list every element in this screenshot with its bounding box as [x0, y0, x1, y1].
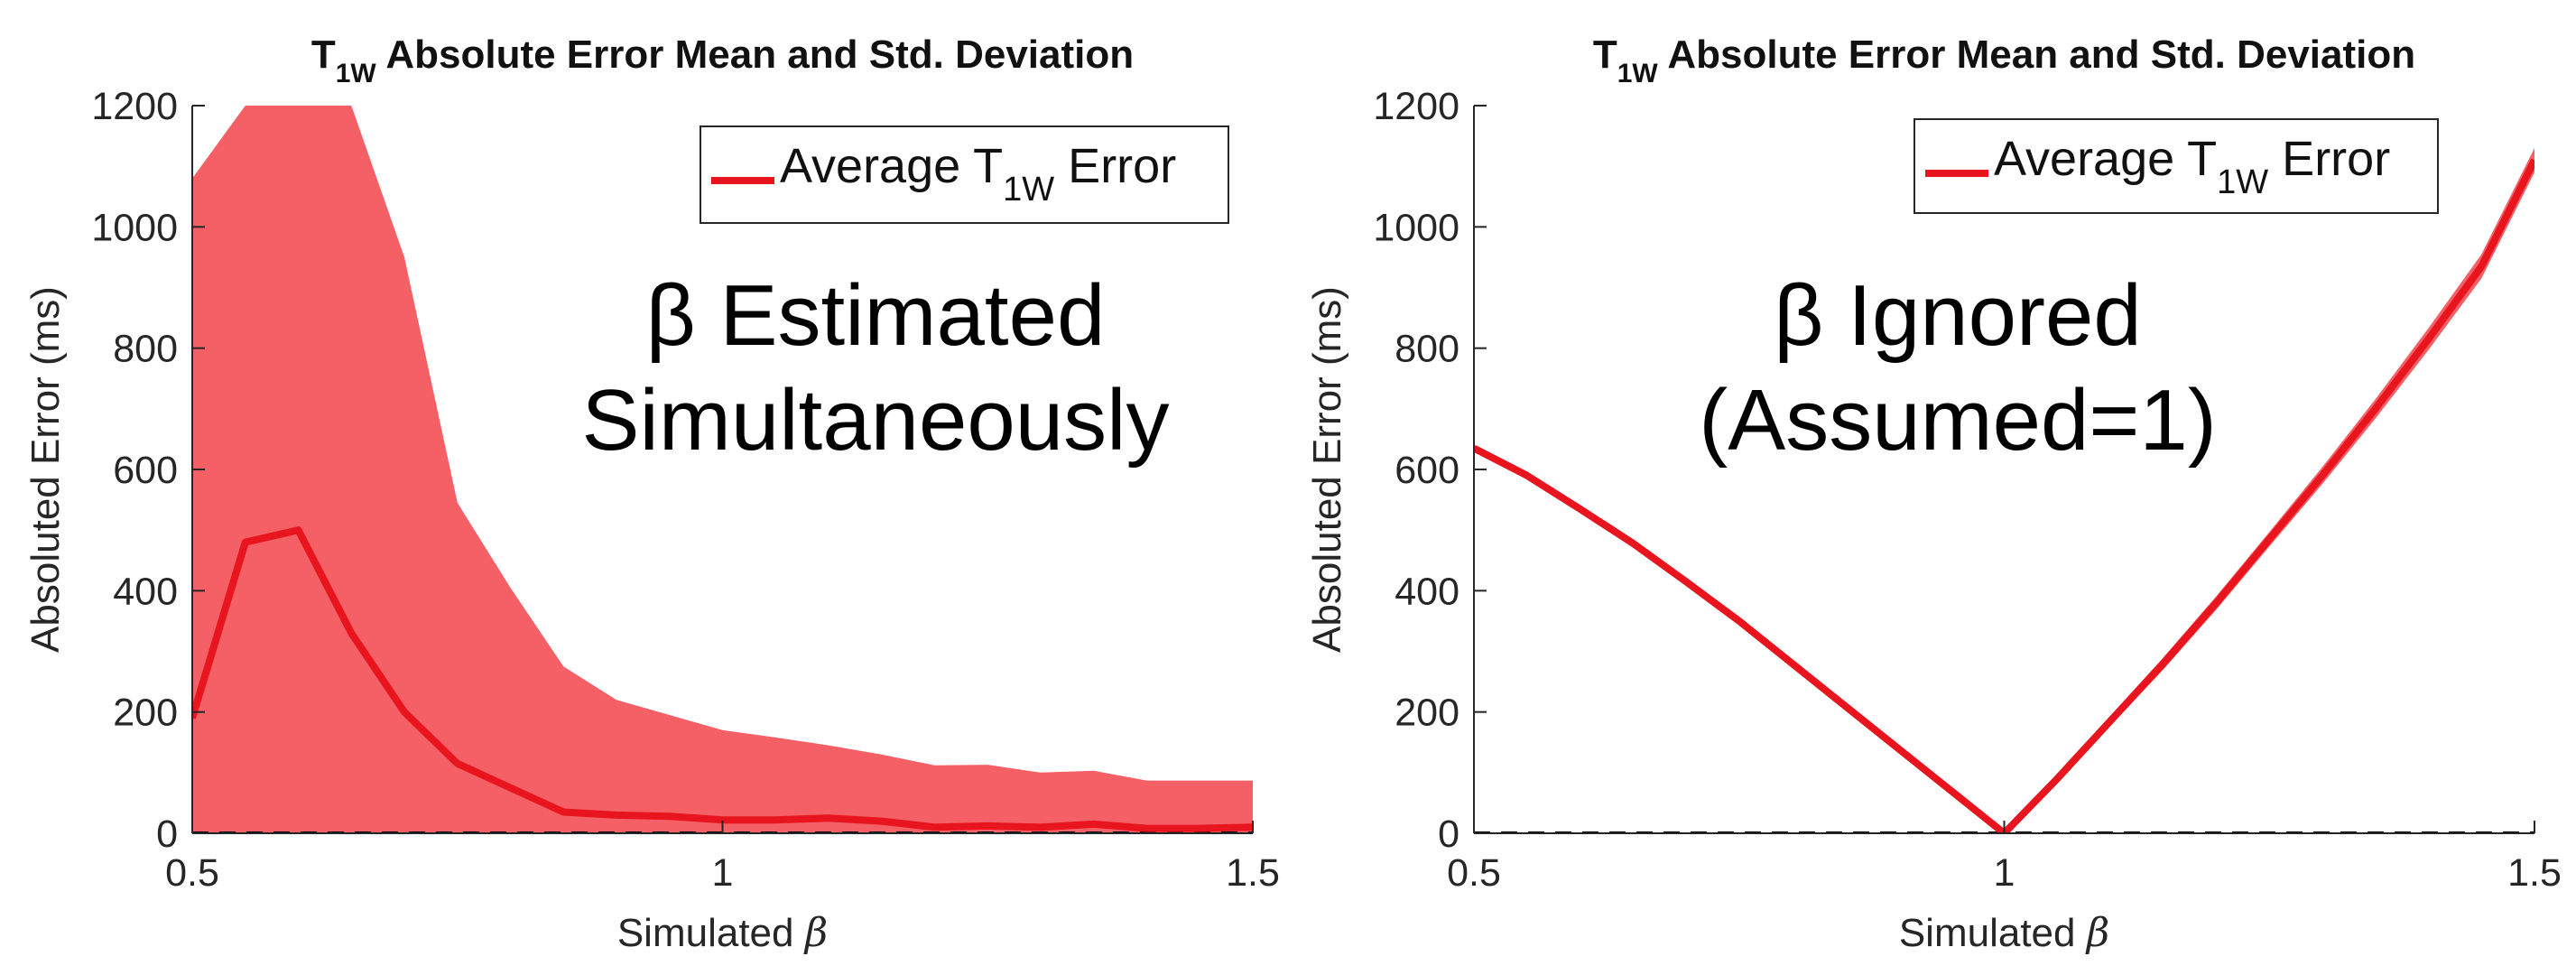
mean-error-line [1474, 158, 2534, 833]
y-tick-label: 1000 [1373, 206, 1459, 249]
y-tick-label: 1200 [91, 85, 178, 128]
y-axis-label: Absoluted Error (ms) [23, 286, 68, 653]
legend-box [700, 125, 1229, 224]
y-tick-label: 800 [113, 328, 178, 371]
annotation-line-1: β Ignored [1774, 267, 2141, 364]
legend: Average T1W Error [700, 125, 1229, 224]
x-axis-label: Simulated β [617, 910, 828, 956]
chart-2: 0 200 400 600 800 1000 1200 0.5 1 1.5 T1W Absolute… [1305, 32, 2562, 956]
y-tick-label: 0 [156, 812, 178, 856]
y-axis-label: Absoluted Error (ms) [1305, 286, 1349, 653]
annotation-line-1: β Estimated [646, 267, 1106, 364]
chart-title: T1W Absolute Error Mean and Std. Deviati… [311, 32, 1134, 88]
x-tick-label: 1.5 [1226, 851, 1280, 895]
y-tick-label: 200 [1395, 692, 1459, 735]
y-tick-label: 1000 [91, 206, 178, 249]
chart-title: T1W Absolute Error Mean and Std. Deviati… [1593, 32, 2415, 88]
legend: Average T1W Error [1913, 118, 2439, 214]
x-tick-label: 1 [712, 851, 734, 895]
legend-box [1913, 118, 2439, 214]
plot-area [192, 106, 1253, 833]
y-tick-label: 400 [1395, 570, 1459, 613]
legend-label: Average T1W Error [780, 139, 1176, 209]
y-tick-label: 600 [1395, 449, 1459, 492]
y-tick-label: 1200 [1373, 85, 1459, 128]
x-tick-label: 1 [1994, 851, 2015, 895]
y-tick-label: 400 [113, 570, 178, 613]
y-tick-label: 600 [113, 449, 178, 492]
mean-error-line [192, 526, 1253, 832]
x-tick-label: 0.5 [1447, 851, 1501, 895]
annotation-line-2: Simultaneously [582, 372, 1170, 469]
y-tick-label: 0 [1438, 812, 1459, 856]
y-tick-label: 800 [1395, 328, 1459, 371]
x-tick-label: 1.5 [2507, 851, 2562, 895]
chart-1: 0 200 400 600 800 1000 1200 0.5 1 1.5 T1W Absolute… [23, 32, 1280, 956]
legend-label: Average T1W Error [1994, 132, 2390, 201]
x-tick-label: 0.5 [165, 851, 219, 895]
x-axis-label: Simulated β [1899, 910, 2109, 956]
std-deviation-band [192, 106, 1253, 833]
plot-area [1474, 148, 2534, 833]
y-tick-label: 200 [113, 692, 178, 735]
std-deviation-band [1474, 148, 2534, 833]
annotation-line-2: (Assumed=1) [1699, 372, 2217, 469]
